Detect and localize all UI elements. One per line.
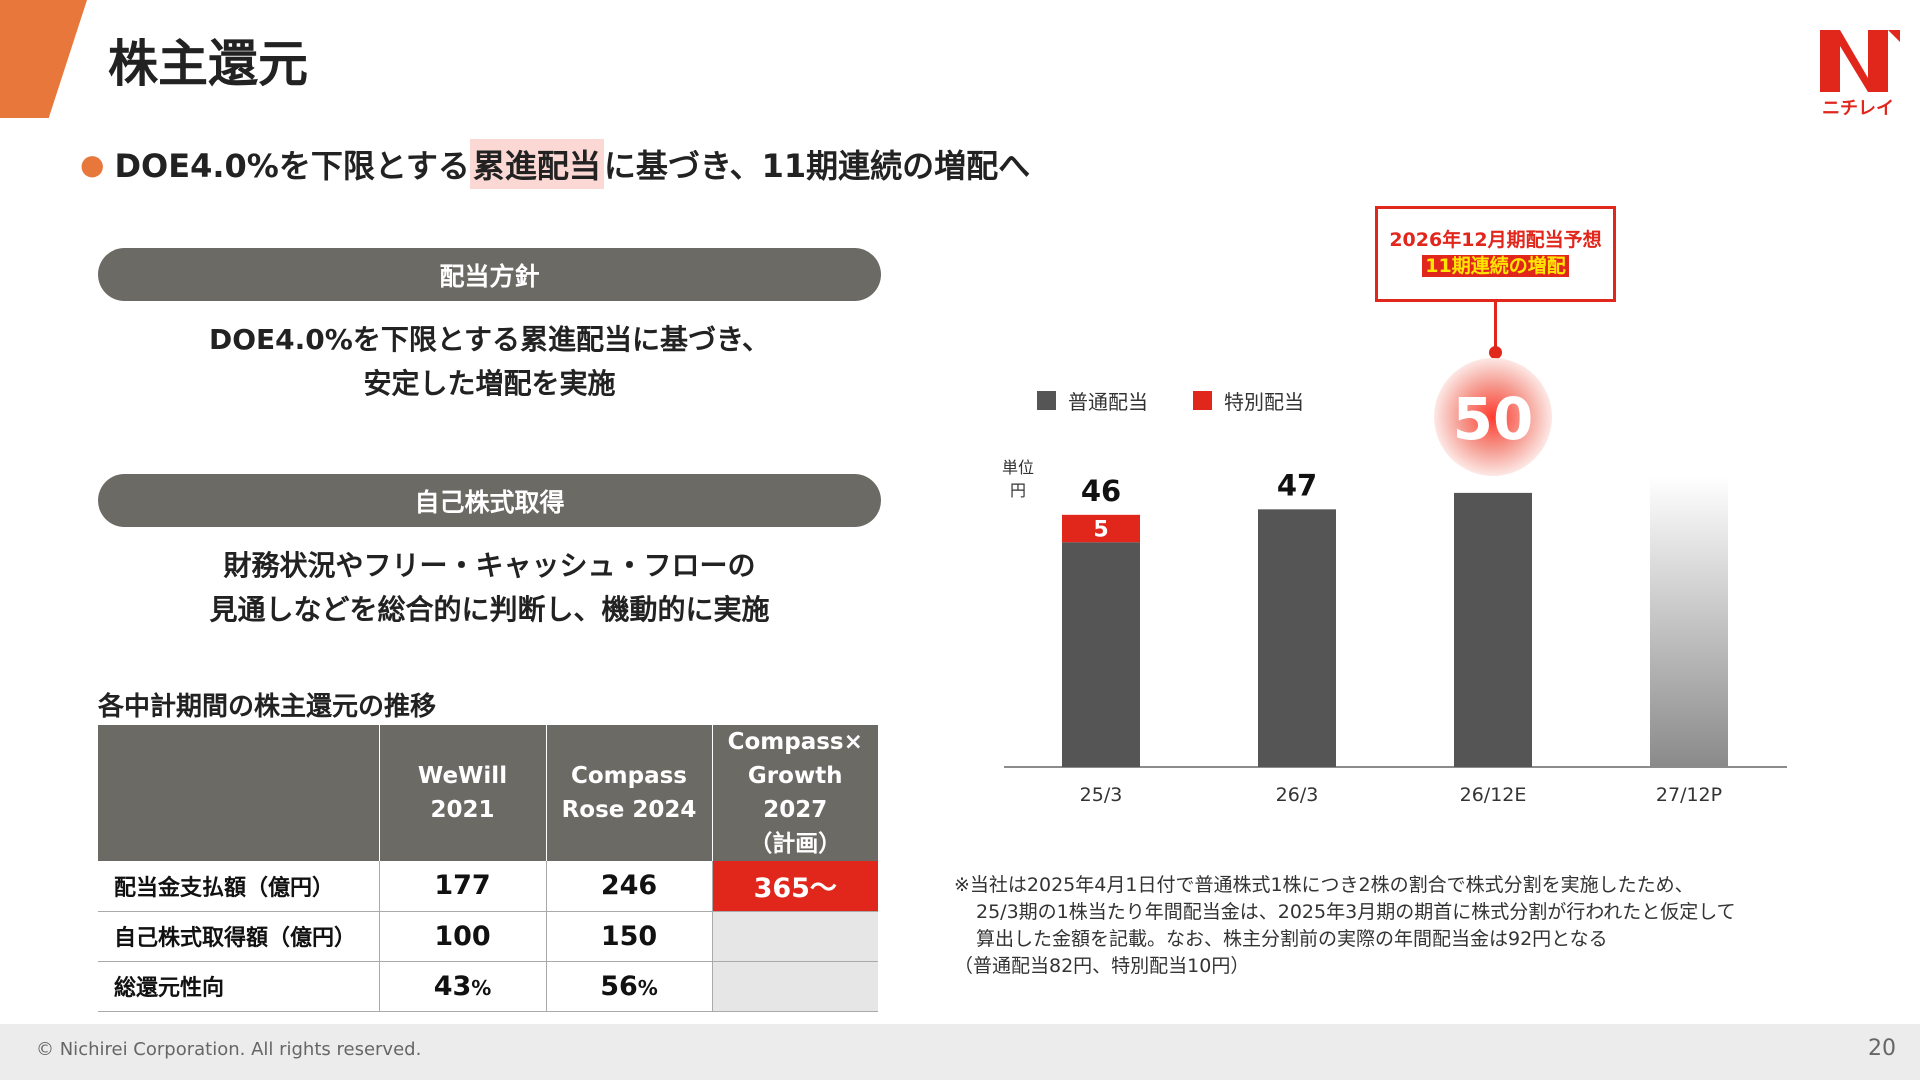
table-header-compass-growth: Compass× Growth 2027 （計画） <box>712 725 878 861</box>
headline-highlight: 累進配当 <box>469 139 604 189</box>
table-row: 総還元性向 43% 56% <box>98 961 878 1012</box>
callout-connector <box>1494 302 1497 352</box>
header-line: Compass <box>570 763 687 789</box>
shareholder-return-table: WeWill 2021 Compass Rose 2024 Compass× G… <box>98 725 878 1012</box>
footnote-line4: （普通配当82円、特別配当10円） <box>954 955 1250 977</box>
legend-item-ordinary: 普通配当 <box>1037 386 1148 415</box>
legend-label-special: 特別配当 <box>1224 390 1304 414</box>
bar-total-label: 46 <box>1081 474 1121 508</box>
legend-label-ordinary: 普通配当 <box>1068 390 1148 414</box>
dividend-bar-chart: 5 46 25/3 47 26/3 50 26/12E 27/12P <box>1004 358 1787 806</box>
bar-total-label: 50 <box>1453 385 1534 453</box>
cell-value-highlight: 365～ <box>712 861 878 912</box>
callout-line2: 11期連続の増配 <box>1422 255 1569 277</box>
table-header-blank <box>98 725 380 861</box>
nichirei-logo: ニチレイ <box>1820 30 1900 119</box>
buyback-label: 自己株式取得 <box>98 474 881 527</box>
bar-special-dividend <box>1062 514 1140 543</box>
footnote-line3: 算出した金額を記載。なお、株主分割前の実際の年間配当金は92円となる <box>976 928 1608 950</box>
header-line: 2021 <box>430 797 495 823</box>
bar-ordinary-dividend <box>1062 542 1140 767</box>
footnote: ※当社は2025年4月1日付で普通株式1株につき2株の割合で株式分割を実施したた… <box>954 872 1736 980</box>
table-row: 配当金支払額（億円） 177 246 365～ <box>98 861 878 912</box>
header-line: （計画） <box>749 831 842 857</box>
x-tick-label: 26/12E <box>1460 784 1527 806</box>
legend-swatch-ordinary <box>1037 391 1056 410</box>
table-row: 自己株式取得額（億円） 100 150 <box>98 911 878 962</box>
x-tick-label: 25/3 <box>1080 784 1123 806</box>
legend-item-special: 特別配当 <box>1193 386 1304 415</box>
buyback-line2: 見通しなどを総合的に判断し、機動的に実施 <box>209 593 770 626</box>
table-header-wewill: WeWill 2021 <box>379 725 547 861</box>
headline: ● DOE4.0%を下限とする 累進配当 に基づき、11期連続の増配へ <box>80 139 1030 189</box>
cell-empty <box>712 911 878 962</box>
chart-unit: 単位 円 <box>1002 456 1034 502</box>
row-label: 配当金支払額（億円） <box>98 861 380 912</box>
footnote-line1: ※当社は2025年4月1日付で普通株式1株につき2株の割合で株式分割を実施したた… <box>954 874 1694 896</box>
cell-value: 100 <box>379 911 547 962</box>
unit-line2: 円 <box>1010 481 1027 500</box>
cell-value: 150 <box>546 911 713 962</box>
cell-number: 43 <box>433 970 472 1002</box>
buyback-text: 財務状況やフリー・キャッシュ・フローの 見通しなどを総合的に判断し、機動的に実施 <box>98 544 881 632</box>
table-header-compass-rose: Compass Rose 2024 <box>546 725 713 861</box>
special-dividend-label: 5 <box>1093 518 1108 543</box>
callout-connector-dot <box>1489 346 1502 359</box>
row-label: 総還元性向 <box>98 961 380 1012</box>
cell-unit: % <box>471 975 492 1000</box>
dividend-policy-text: DOE4.0%を下限とする累進配当に基づき、 安定した増配を実施 <box>98 318 881 406</box>
header-line: Compass× <box>727 729 863 755</box>
unit-line1: 単位 <box>1002 458 1035 477</box>
dividend-policy-line1: DOE4.0%を下限とする累進配当に基づき、 <box>208 323 771 356</box>
cell-value: 56% <box>546 961 713 1012</box>
highlight-circle <box>1434 358 1552 476</box>
footer: © Nichirei Corporation. All rights reser… <box>0 1024 1920 1080</box>
cell-number: 56 <box>600 970 638 1002</box>
bar-total-label: 47 <box>1277 468 1317 502</box>
buyback-line1: 財務状況やフリー・キャッシュ・フローの <box>223 549 756 582</box>
page-number: 20 <box>1868 1036 1896 1061</box>
callout-line1: 2026年12月期配当予想 <box>1389 229 1602 251</box>
header-line: Rose 2024 <box>561 797 697 823</box>
page-title: 株主還元 <box>108 35 308 93</box>
cell-value: 177 <box>379 861 547 912</box>
footnote-line2: 25/3期の1株当たり年間配当金は、2025年3月期の期首に株式分割が行われたと… <box>976 901 1736 923</box>
svg-text:ニチレイ: ニチレイ <box>1822 98 1894 119</box>
header-line: Growth 2027 <box>747 763 843 823</box>
cell-value: 43% <box>379 961 547 1012</box>
table-title: 各中計期間の株主還元の推移 <box>98 692 437 722</box>
bar-ordinary-dividend <box>1258 509 1336 767</box>
x-tick-label: 26/3 <box>1276 784 1319 806</box>
bar-ordinary-dividend <box>1454 492 1532 767</box>
headline-text-after: に基づき、11期連続の増配へ <box>603 147 1031 185</box>
chart-marks: 5 46 25/3 47 26/3 50 26/12E 27/12P <box>1004 358 1787 806</box>
dividend-policy-label: 配当方針 <box>98 248 881 301</box>
bar-future-gradient <box>1650 475 1728 767</box>
headline-text-before: DOE4.0%を下限とする <box>114 147 470 185</box>
table-header-row: WeWill 2021 Compass Rose 2024 Compass× G… <box>98 725 878 861</box>
legend-swatch-special <box>1193 391 1212 410</box>
cell-unit: % <box>637 975 658 1000</box>
cell-value: 246 <box>546 861 713 912</box>
copyright: © Nichirei Corporation. All rights reser… <box>36 1039 422 1060</box>
bullet-dot: ● <box>80 147 105 181</box>
forecast-callout: 2026年12月期配当予想 11期連続の増配 <box>1375 206 1616 302</box>
row-label: 自己株式取得額（億円） <box>98 911 380 962</box>
header-accent-shape <box>0 0 87 118</box>
header-line: WeWill <box>417 763 508 789</box>
dividend-policy-line2: 安定した増配を実施 <box>363 367 616 400</box>
cell-empty <box>712 961 878 1012</box>
x-tick-label: 27/12P <box>1656 784 1722 806</box>
